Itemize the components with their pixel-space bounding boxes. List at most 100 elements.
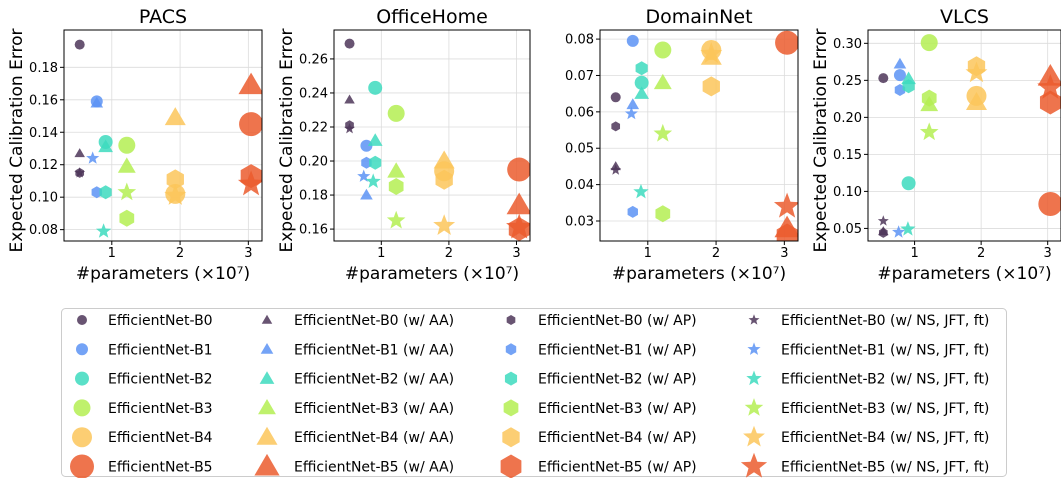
legend-item-b1-base: EfficientNet-B1 — [76, 342, 213, 358]
data-point-b5-aa — [238, 72, 262, 95]
x-tick-label: 2 — [977, 246, 985, 261]
legend-item-b1-ns: EfficientNet-B1 (w/ NS, JFT, ft) — [747, 342, 989, 358]
data-point-b3-base — [920, 34, 938, 52]
y-tick-label: 0.14 — [29, 126, 58, 141]
data-point-b5-ap — [776, 223, 798, 241]
data-point-b2-aa — [367, 133, 383, 146]
data-point-b3-ap — [388, 178, 404, 196]
data-point-b2-aa — [634, 86, 649, 99]
y-tick-label: 0.20 — [299, 155, 328, 170]
data-point-b5-ns — [1037, 73, 1061, 99]
data-point-b1-ap — [91, 186, 102, 199]
y-tick-label: 0.05 — [833, 222, 862, 237]
legend-marker-aa-b1 — [260, 343, 274, 354]
legend-item-b1-aa: EfficientNet-B1 (w/ AA) — [260, 342, 454, 358]
y-tick-label: 0.08 — [565, 33, 594, 48]
legend-label: EfficientNet-B3 (w/ AP) — [538, 401, 697, 417]
legend-label: EfficientNet-B0 (w/ AA) — [294, 313, 454, 329]
data-point-b5-base — [239, 112, 262, 137]
axes-frame — [63, 29, 263, 242]
data-points — [877, 34, 1061, 238]
legend-box — [61, 308, 1007, 477]
x-axis-label: #parameters (×10⁷) — [612, 264, 786, 284]
legend-item-b2-ns: EfficientNet-B2 (w/ NS, JFT, ft) — [746, 370, 989, 388]
data-point-b3-ns — [919, 122, 939, 141]
legend-label: EfficientNet-B5 (w/ AP) — [538, 460, 697, 476]
data-point-b4-ns — [700, 42, 723, 63]
legend-marker-base-b0 — [77, 315, 87, 325]
x-axis-label: #parameters (×10⁷) — [76, 264, 250, 284]
x-tick-label: 1 — [644, 246, 652, 261]
data-point-b4-ns — [164, 184, 187, 205]
legend-label: EfficientNet-B1 (w/ NS, JFT, ft) — [781, 342, 989, 358]
legend-marker-aa-b0 — [261, 314, 273, 324]
data-point-b0-ns — [74, 167, 86, 178]
legend-item-b3-base: EfficientNet-B3 — [73, 399, 213, 417]
data-point-b2-aa — [98, 139, 113, 153]
legend-item-b4-base: EfficientNet-B4 — [72, 427, 213, 448]
data-point-b3-aa — [653, 73, 672, 90]
data-point-b4-aa — [965, 92, 987, 111]
legend-label: EfficientNet-B3 — [108, 401, 213, 417]
grid — [868, 30, 1061, 241]
data-point-b0-ns — [877, 215, 889, 226]
data-points — [74, 39, 262, 238]
data-point-b0-base — [610, 92, 621, 103]
legend-item-b0-ns: EfficientNet-B0 (w/ NS, JFT, ft) — [748, 313, 989, 329]
data-point-b1-ns — [892, 225, 906, 238]
data-point-b1-ap — [361, 156, 372, 169]
y-tick-label: 0.05 — [565, 142, 594, 157]
data-point-b5-ns — [773, 192, 798, 218]
data-point-b0-aa — [344, 94, 355, 104]
data-point-b2-ap — [902, 79, 915, 94]
x-tick-label: 3 — [244, 246, 252, 261]
data-point-b3-base — [387, 104, 405, 122]
legend-item-b0-base: EfficientNet-B0 — [77, 313, 213, 329]
legend-label: EfficientNet-B4 (w/ AP) — [538, 430, 697, 446]
legend-marker-ns-b1 — [747, 342, 761, 355]
x-tick-label: 2 — [445, 246, 453, 261]
data-point-b1-base — [893, 69, 906, 82]
legend-marker-base-b4 — [72, 427, 92, 448]
legend-item-b0-ap: EfficientNet-B0 (w/ AP) — [506, 313, 697, 329]
legend-label: EfficientNet-B2 — [108, 372, 213, 388]
data-point-b5-base — [1038, 191, 1061, 216]
data-point-b2-base — [901, 176, 916, 191]
data-point-b5-base — [775, 30, 798, 55]
legend-label: EfficientNet-B4 (w/ AA) — [294, 430, 454, 446]
grid — [64, 30, 262, 241]
data-point-b0-ap — [878, 227, 888, 238]
data-point-b3-ns — [653, 123, 673, 142]
data-point-b4-ap — [166, 169, 184, 190]
y-tick-label: 0.12 — [29, 158, 58, 173]
data-point-b1-ns — [86, 151, 100, 164]
data-point-b2-base — [634, 75, 649, 90]
y-tick-label: 0.08 — [29, 223, 58, 238]
legend-label: EfficientNet-B3 (w/ NS, JFT, ft) — [781, 401, 989, 417]
legend-label: EfficientNet-B5 (w/ AA) — [294, 460, 454, 476]
legend-label: EfficientNet-B3 (w/ AA) — [294, 401, 454, 417]
data-point-b0-base — [878, 73, 889, 84]
legend-item-b2-ap: EfficientNet-B2 (w/ AP) — [504, 371, 697, 388]
legend-label: EfficientNet-B2 (w/ AP) — [538, 372, 697, 388]
y-tick-label: 0.22 — [299, 120, 328, 135]
data-point-b1-ap — [627, 205, 638, 218]
data-point-b3-base — [654, 41, 672, 59]
data-point-b3-ap — [119, 209, 135, 227]
data-point-b0-ns — [344, 122, 356, 134]
legend-label: EfficientNet-B2 (w/ NS, JFT, ft) — [781, 372, 989, 388]
legend-label: EfficientNet-B0 — [108, 313, 213, 329]
x-tick-label: 1 — [377, 246, 385, 261]
data-point-b1-base — [360, 139, 373, 152]
data-point-b2-aa — [901, 71, 916, 85]
y-tick-label: 0.15 — [833, 148, 862, 163]
grid — [334, 30, 530, 241]
legend-marker-ns-b4 — [743, 425, 765, 447]
legend-marker-base-b2 — [75, 371, 89, 386]
data-point-b4-aa — [164, 107, 186, 126]
legend-label: EfficientNet-B1 (w/ AP) — [538, 342, 697, 358]
legend-item-b3-ap: EfficientNet-B3 (w/ AP) — [503, 399, 697, 417]
y-tick-label: 0.18 — [299, 189, 328, 204]
x-tick-label: 3 — [780, 246, 788, 261]
